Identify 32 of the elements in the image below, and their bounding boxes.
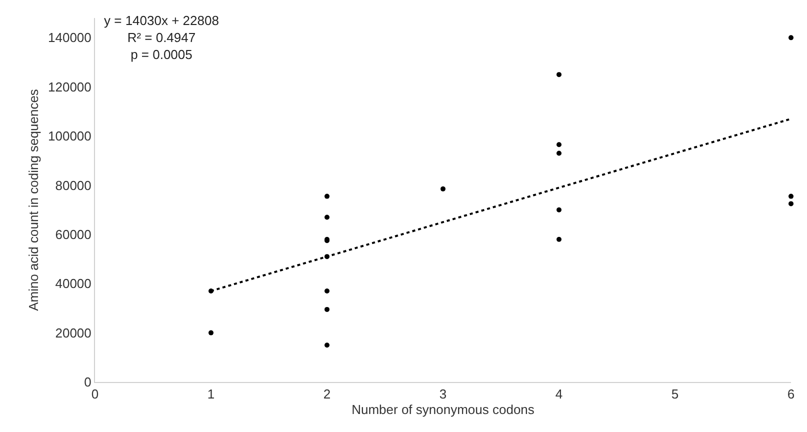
y-tick-label: 20000 [55, 325, 92, 340]
y-tick-label: 120000 [48, 79, 92, 94]
point [324, 214, 330, 220]
point [324, 288, 330, 294]
point [556, 236, 562, 242]
point [556, 72, 562, 78]
x-axis-title: Number of synonymous codons [352, 402, 535, 418]
point [208, 330, 214, 336]
y-tick-label: 100000 [48, 128, 92, 144]
y-tick-label: 80000 [55, 178, 92, 193]
y-tick-label: 40000 [55, 276, 92, 292]
x-tick-label: 6 [787, 386, 795, 402]
x-tick-label: 2 [323, 386, 331, 402]
x-tick-label: 3 [439, 386, 447, 402]
point [324, 306, 330, 312]
point [788, 35, 794, 40]
point [788, 201, 794, 206]
point [556, 142, 562, 148]
y-tick-label: 140000 [48, 30, 92, 46]
point [440, 186, 446, 192]
x-tick-label: 5 [671, 386, 679, 402]
x-tick-label: 4 [555, 386, 563, 402]
y-tick-label: 0 [84, 374, 92, 390]
annotation: y = 14030x + 22808 R² = 0.4947 p = 0.0005 [104, 13, 219, 62]
point [556, 207, 562, 212]
x-tick-label: 1 [207, 386, 215, 402]
point [788, 194, 794, 199]
y-tick-label: 60000 [55, 226, 92, 242]
point [324, 342, 330, 348]
point [556, 150, 562, 156]
y-axis-title: Amino acid count in coding sequences [26, 88, 41, 311]
point [324, 194, 330, 199]
